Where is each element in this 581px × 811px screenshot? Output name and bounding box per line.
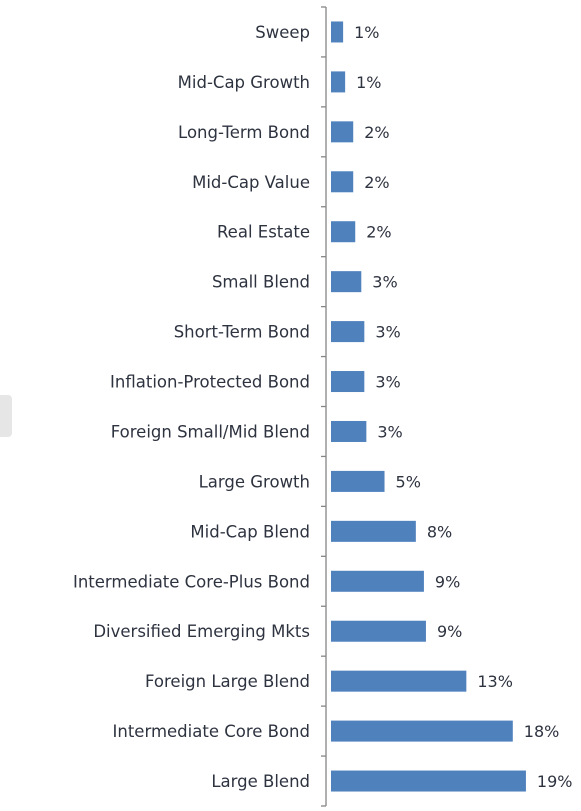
category-label: Diversified Emerging Mkts xyxy=(93,622,310,641)
category-label: Short-Term Bond xyxy=(174,323,310,342)
data-label: 9% xyxy=(437,622,462,641)
bar xyxy=(331,470,385,492)
data-label: 3% xyxy=(372,273,397,292)
data-label: 1% xyxy=(354,23,379,42)
category-label: Large Blend xyxy=(211,772,310,791)
bar xyxy=(331,420,367,442)
data-label: 3% xyxy=(375,323,400,342)
category-axis xyxy=(321,6,327,807)
bar xyxy=(331,720,513,742)
bar xyxy=(331,221,356,243)
bar xyxy=(331,770,526,792)
data-label: 2% xyxy=(366,223,391,242)
bar xyxy=(331,520,416,542)
bar xyxy=(331,171,354,193)
category-label: Sweep xyxy=(255,23,310,42)
category-label: Small Blend xyxy=(212,273,310,292)
category-label: Large Growth xyxy=(199,472,310,491)
bar xyxy=(331,271,362,293)
side-tab[interactable] xyxy=(0,395,12,437)
data-label: 9% xyxy=(435,572,460,591)
category-label: Mid-Cap Growth xyxy=(178,73,310,92)
data-label: 1% xyxy=(356,73,381,92)
data-label: 2% xyxy=(364,123,389,142)
bar xyxy=(331,371,365,393)
category-label: Long-Term Bond xyxy=(178,123,310,142)
data-labels: 1% 1% 2% 2% 2% 3% 3% 3% 3% 5% 8% 9% 9% 13% 18% 19% xyxy=(354,23,572,791)
data-label: 2% xyxy=(364,173,389,192)
category-label: Real Estate xyxy=(217,223,310,242)
category-label: Foreign Small/Mid Blend xyxy=(111,422,310,441)
data-label: 19% xyxy=(537,772,573,791)
bar xyxy=(331,670,467,692)
category-label: Mid-Cap Value xyxy=(192,173,310,192)
bar xyxy=(331,71,346,93)
category-label: Intermediate Core Bond xyxy=(113,722,310,741)
bars xyxy=(331,21,526,792)
bar xyxy=(331,21,344,43)
category-labels: Sweep Mid-Cap Growth Long-Term Bond Mid-Cap… xyxy=(73,23,310,791)
data-label: 18% xyxy=(524,722,560,741)
category-label: Foreign Large Blend xyxy=(145,672,310,691)
data-label: 3% xyxy=(377,422,402,441)
category-label: Intermediate Core-Plus Bond xyxy=(73,572,310,591)
data-label: 5% xyxy=(396,472,421,491)
bar xyxy=(331,620,426,642)
data-label: 8% xyxy=(427,522,452,541)
category-label: Mid-Cap Blend xyxy=(190,522,310,541)
data-label: 3% xyxy=(375,373,400,392)
bar xyxy=(331,121,354,143)
data-label: 13% xyxy=(477,672,513,691)
bar xyxy=(331,321,365,343)
bar xyxy=(331,570,424,592)
category-label: Inflation-Protected Bond xyxy=(110,373,310,392)
